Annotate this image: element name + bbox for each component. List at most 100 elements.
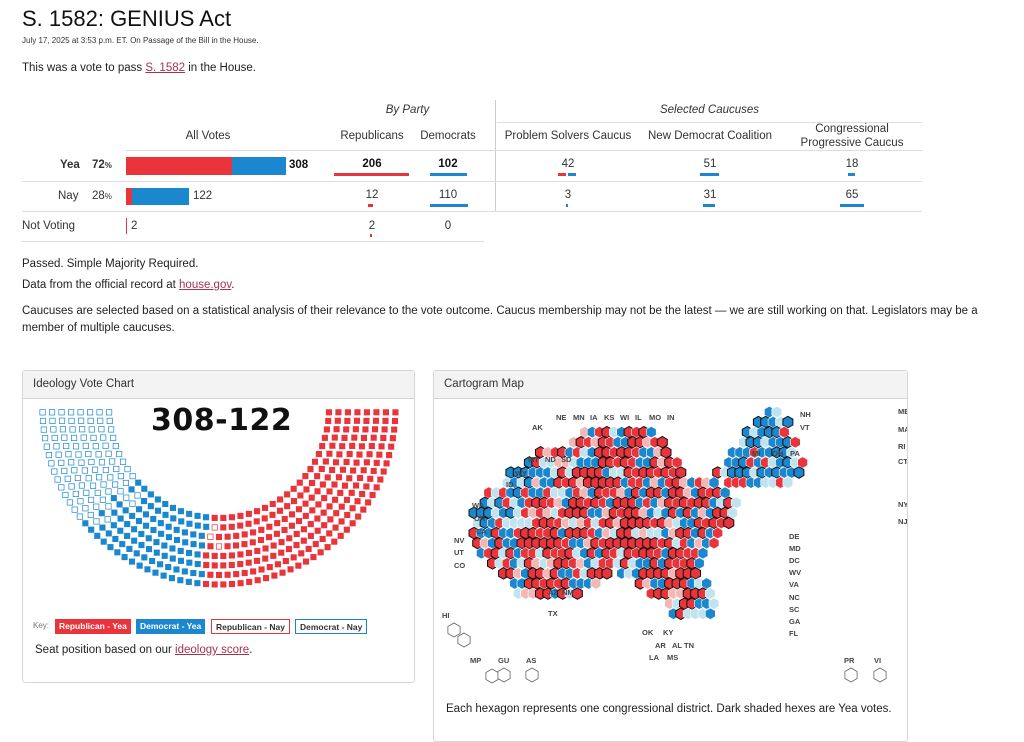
seat bbox=[334, 417, 341, 424]
seat bbox=[110, 495, 117, 502]
caucus-header-rule bbox=[497, 122, 922, 123]
district-hex[interactable] bbox=[571, 587, 583, 600]
district-hex[interactable] bbox=[786, 446, 797, 459]
district-hex[interactable] bbox=[723, 516, 735, 530]
seat bbox=[71, 434, 78, 441]
seat bbox=[343, 496, 350, 503]
district-hex[interactable] bbox=[671, 456, 683, 469]
district-hex[interactable] bbox=[697, 547, 709, 560]
district-hex[interactable] bbox=[797, 456, 808, 469]
territory-hex[interactable] bbox=[457, 632, 471, 648]
seat bbox=[250, 529, 257, 536]
seat bbox=[157, 561, 164, 568]
district-hex[interactable] bbox=[782, 476, 794, 489]
seat bbox=[356, 451, 363, 458]
house-gov-link[interactable]: house.gov bbox=[179, 279, 232, 291]
seat bbox=[386, 452, 393, 459]
seat bbox=[357, 474, 364, 482]
seat bbox=[339, 443, 346, 450]
state-label-pr: PR bbox=[844, 656, 855, 665]
district-hex[interactable] bbox=[646, 426, 657, 439]
seat bbox=[94, 532, 101, 539]
seat bbox=[122, 479, 130, 487]
seat bbox=[135, 517, 143, 525]
ideology-score-link[interactable]: ideology score bbox=[175, 644, 250, 656]
seat bbox=[88, 526, 95, 533]
district-hex[interactable] bbox=[675, 466, 687, 479]
seat bbox=[360, 506, 367, 513]
district-hex[interactable] bbox=[708, 476, 720, 489]
seat bbox=[182, 539, 189, 546]
district-hex[interactable] bbox=[789, 436, 801, 449]
seat bbox=[53, 443, 60, 450]
seat bbox=[307, 521, 314, 528]
territory-hex[interactable] bbox=[447, 622, 461, 638]
district-hex[interactable] bbox=[712, 526, 724, 540]
seat bbox=[346, 475, 353, 482]
district-hex[interactable] bbox=[708, 537, 720, 550]
district-hex[interactable] bbox=[660, 446, 672, 459]
seat bbox=[100, 434, 107, 441]
district-hex[interactable] bbox=[704, 607, 716, 620]
seat bbox=[307, 466, 314, 473]
seat bbox=[350, 467, 357, 474]
seat bbox=[349, 442, 356, 449]
district-hex[interactable] bbox=[704, 587, 716, 600]
district-hex[interactable] bbox=[719, 486, 731, 499]
nay-psc: 3 bbox=[564, 189, 572, 201]
territory-hex[interactable] bbox=[844, 667, 858, 683]
seat bbox=[116, 451, 123, 458]
seat bbox=[273, 530, 280, 537]
territory-hex[interactable] bbox=[525, 667, 539, 683]
seat bbox=[112, 535, 119, 542]
seat bbox=[150, 526, 157, 534]
district-hex[interactable] bbox=[727, 506, 738, 519]
yea-rep: 206 bbox=[362, 158, 382, 170]
district-hex[interactable] bbox=[778, 426, 790, 439]
territory-hex[interactable] bbox=[497, 667, 511, 683]
seat bbox=[112, 481, 119, 488]
seat bbox=[382, 417, 389, 424]
seat bbox=[91, 466, 99, 473]
seat bbox=[61, 467, 68, 474]
state-label-as: AS bbox=[526, 656, 536, 665]
state-label-wa: WA bbox=[472, 501, 485, 510]
district-hex[interactable] bbox=[771, 405, 783, 419]
seat bbox=[111, 509, 118, 516]
seat bbox=[215, 543, 223, 550]
district-hex[interactable] bbox=[693, 557, 705, 570]
state-label-il: IL bbox=[635, 413, 642, 422]
district-hex[interactable] bbox=[708, 597, 720, 610]
territory-hex[interactable] bbox=[873, 667, 887, 683]
territory-hex[interactable] bbox=[485, 668, 499, 684]
district-hex[interactable] bbox=[656, 435, 668, 449]
district-hex[interactable] bbox=[590, 577, 602, 590]
district-hex[interactable] bbox=[601, 567, 613, 580]
seat bbox=[297, 492, 304, 499]
district-hex[interactable] bbox=[793, 466, 805, 479]
seat bbox=[367, 475, 374, 482]
bill-link[interactable]: S. 1582 bbox=[145, 62, 186, 74]
district-hex[interactable] bbox=[690, 567, 701, 580]
seat bbox=[162, 511, 169, 518]
seat bbox=[93, 503, 100, 510]
district-hex[interactable] bbox=[701, 577, 712, 590]
nay-bar-republican bbox=[126, 188, 132, 205]
seat bbox=[98, 426, 105, 433]
seat bbox=[220, 562, 227, 569]
yea-cpc: 18 bbox=[845, 158, 859, 170]
seat bbox=[88, 426, 95, 433]
seat bbox=[71, 467, 78, 474]
seat bbox=[39, 417, 47, 425]
seat bbox=[215, 571, 223, 579]
col-problem-solvers: Problem Solvers Caucus bbox=[504, 130, 632, 142]
seat bbox=[110, 434, 117, 441]
seat bbox=[87, 511, 94, 519]
seat bbox=[329, 466, 336, 474]
seat bbox=[389, 435, 396, 442]
district-hex[interactable] bbox=[730, 496, 742, 509]
seat bbox=[207, 543, 214, 550]
seat bbox=[140, 497, 148, 505]
seat bbox=[245, 549, 252, 556]
district-hex[interactable] bbox=[782, 415, 794, 429]
